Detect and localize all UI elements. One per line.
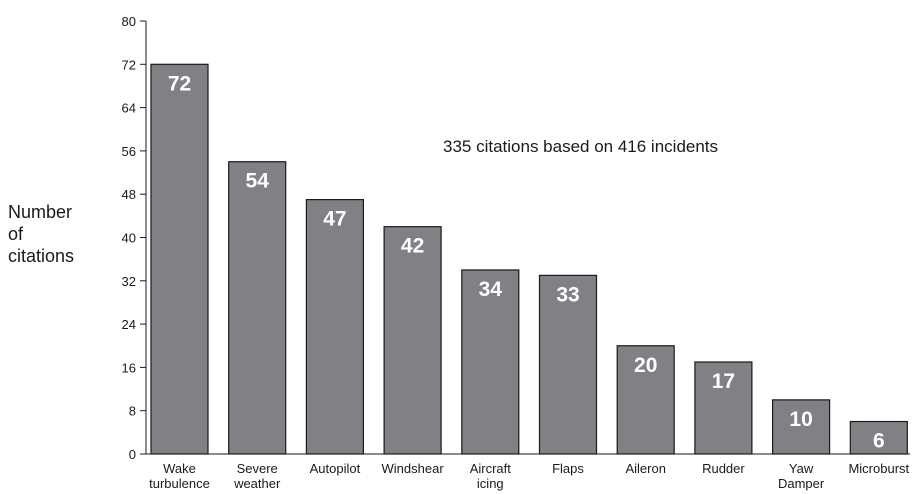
bar xyxy=(150,63,209,455)
bar-value-label: 34 xyxy=(479,278,503,301)
x-category-label: Severe xyxy=(237,461,278,476)
x-category-label: Rudder xyxy=(702,461,745,476)
bar-value-label: 33 xyxy=(556,283,579,306)
y-tick-label: 56 xyxy=(122,144,136,159)
bar-value-label: 72 xyxy=(168,72,191,95)
bars: 72 54 47 42 34 33 20 17 10 6 xyxy=(150,63,908,455)
x-category-label: Wake xyxy=(163,461,196,476)
y-tick-label: 72 xyxy=(122,57,136,72)
bar xyxy=(383,226,442,455)
x-category-label: turbulence xyxy=(149,476,210,491)
x-category-label: icing xyxy=(477,476,504,491)
y-tick-label: 0 xyxy=(129,447,136,462)
x-category-label: Aileron xyxy=(625,461,665,476)
y-tick-label: 16 xyxy=(122,360,136,375)
x-category-label: Aircraft xyxy=(470,461,512,476)
bar-value-label: 54 xyxy=(246,170,270,193)
x-category-label: Flaps xyxy=(552,461,584,476)
x-category-label: Windshear xyxy=(382,461,445,476)
bar-value-label: 6 xyxy=(873,430,885,453)
y-tick-label: 24 xyxy=(122,317,136,332)
y-tick-label: 64 xyxy=(122,101,136,116)
y-axis-title-line-3: citations xyxy=(8,246,75,266)
y-tick-label: 32 xyxy=(122,274,136,289)
y-tick-label: 8 xyxy=(129,404,136,419)
bar-value-label: 10 xyxy=(789,408,812,431)
bar-value-label: 47 xyxy=(323,208,346,231)
bar xyxy=(616,345,675,455)
bar xyxy=(538,274,598,455)
y-tick-label: 80 xyxy=(122,14,136,29)
chart-annotation: 335 citations based on 416 incidents xyxy=(443,137,719,156)
y-tick-label: 40 xyxy=(122,231,136,246)
bar xyxy=(305,199,364,455)
bar xyxy=(461,269,520,455)
x-category-label: Yaw xyxy=(789,461,814,476)
bar-value-label: 20 xyxy=(634,354,657,377)
bar xyxy=(849,420,908,455)
x-category-label: Microburst xyxy=(848,461,909,476)
bar-value-label: 42 xyxy=(401,235,424,258)
x-category-label: weather xyxy=(233,476,281,491)
bar xyxy=(771,399,831,455)
bar-value-label: 17 xyxy=(712,370,735,393)
y-axis-title-line-2: of xyxy=(8,224,24,244)
y-axis-title-line-1: Number xyxy=(8,202,73,222)
x-category-label: Damper xyxy=(778,476,825,491)
bar xyxy=(228,161,287,455)
y-tick-label: 48 xyxy=(122,187,136,202)
x-category-label: Autopilot xyxy=(310,461,361,476)
bar xyxy=(694,361,753,455)
y-axis-title: Number of citations xyxy=(8,201,74,267)
